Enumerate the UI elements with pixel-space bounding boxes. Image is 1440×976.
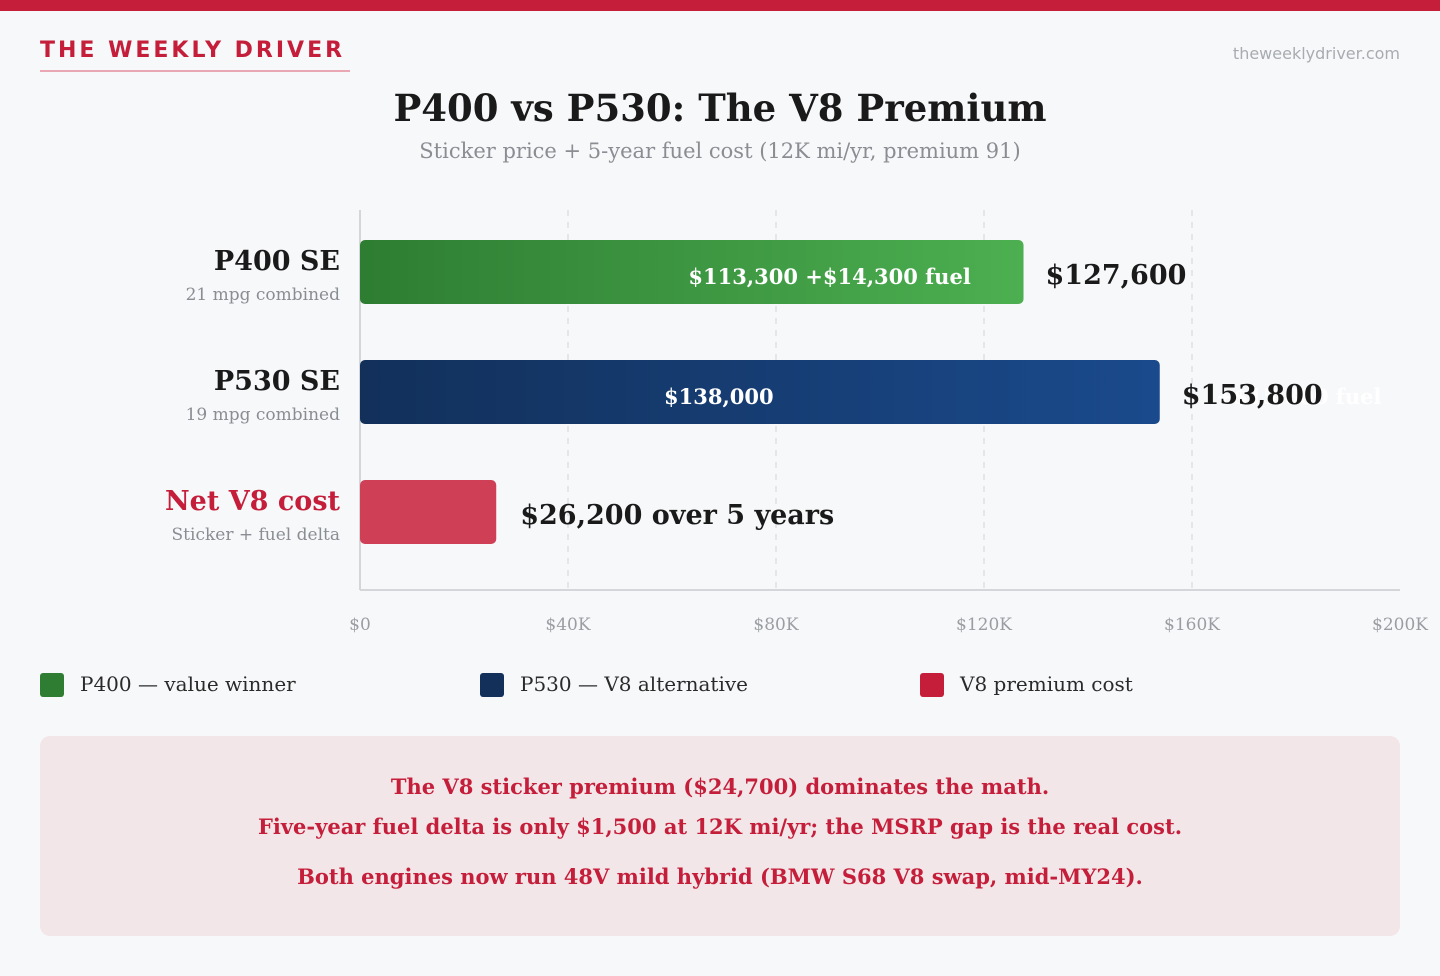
x-tick-label: $40K	[545, 615, 590, 635]
row-sublabel: Sticker + fuel delta	[172, 525, 340, 545]
legend-label-p530: P530 — V8 alternative	[520, 672, 748, 696]
chart-title: P400 vs P530: The V8 Premium	[393, 86, 1047, 130]
legend-swatch-p530	[480, 673, 504, 697]
row-sublabel: 21 mpg combined	[186, 285, 341, 305]
brand-underline	[40, 70, 350, 72]
callout-line-3: Both engines now run 48V mild hybrid (BM…	[297, 864, 1143, 889]
bar-p400-total-label: $127,600	[1046, 260, 1187, 291]
chart-subtitle: Sticker price + 5-year fuel cost (12K mi…	[419, 139, 1021, 163]
bar-p530-total	[360, 360, 1160, 424]
takeaway-callout: The V8 sticker premium ($24,700) dominat…	[40, 736, 1400, 936]
legend-swatch-net	[920, 673, 944, 697]
row-label: P400 SE	[214, 246, 340, 277]
row-label: Net V8 cost	[165, 486, 341, 517]
legend-label-net: V8 premium cost	[960, 672, 1133, 696]
bar-chart: $0 $40K $80K $120K $160K $200K $113,300 +$14,3…	[165, 210, 1428, 635]
x-tick-label: $80K	[753, 615, 798, 635]
bar-p530-sticker-label: $138,000	[664, 384, 774, 409]
top-accent-bar	[0, 0, 1440, 11]
legend-label-p400: P400 — value winner	[80, 672, 296, 696]
callout-line-1: The V8 sticker premium ($24,700) dominat…	[390, 774, 1050, 799]
bar-p400-total	[360, 240, 1024, 304]
bar-p530-fuel-label: +$15,800 fuel	[1216, 384, 1382, 409]
x-tick-label: $200K	[1372, 615, 1428, 635]
brand-logo: THE WEEKLY DRIVER	[40, 38, 346, 63]
row-label: P530 SE	[214, 366, 340, 397]
bar-p400-segment-label: $113,300 +$14,300 fuel	[688, 264, 970, 289]
callout-line-2: Five-year fuel delta is only $1,500 at 1…	[257, 814, 1183, 839]
site-url[interactable]: theweeklydriver.com	[1232, 44, 1400, 63]
legend-swatch-p400	[40, 673, 64, 697]
bar-p530-total-label: $153,800	[1182, 380, 1323, 411]
x-tick-label: $160K	[1164, 615, 1220, 635]
row-sublabel: 19 mpg combined	[186, 405, 341, 425]
x-tick-label: $120K	[956, 615, 1012, 635]
bar-net-v8-total-label: $26,200 over 5 years	[520, 500, 834, 531]
x-tick-label: $0	[349, 615, 371, 635]
bar-net-v8	[360, 480, 497, 544]
